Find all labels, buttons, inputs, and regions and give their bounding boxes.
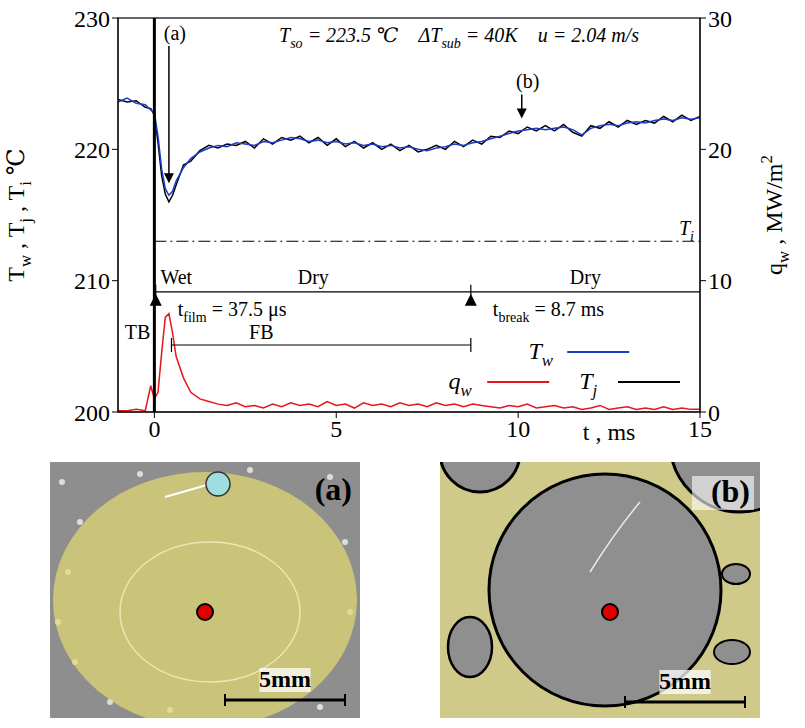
svg-text:(b): (b) [516,70,539,93]
svg-text:230: 230 [74,6,110,32]
svg-text:Tw: Tw [528,338,553,370]
svg-text:30: 30 [708,6,732,32]
svg-text:Ti: Ti [679,217,694,244]
svg-text:qw: qw [448,368,472,400]
svg-text:t , ms: t , ms [583,419,636,445]
svg-text:Tw , Tj , Ti ℃: Tw , Tj , Ti ℃ [3,148,35,281]
svg-text:5mm: 5mm [659,668,711,694]
svg-text:FB: FB [249,321,273,343]
svg-text:10: 10 [708,268,732,294]
svg-text:Tj: Tj [579,368,597,400]
svg-text:Dry: Dry [298,266,329,289]
svg-text:5: 5 [330,416,342,442]
svg-text:Wet: Wet [160,266,192,288]
svg-text:0: 0 [148,416,160,442]
svg-text:20: 20 [708,137,732,163]
svg-text:10: 10 [506,416,530,442]
svg-text:15: 15 [688,416,712,442]
svg-text:0: 0 [708,400,720,426]
svg-text:qw , MW/m2: qw , MW/m2 [757,155,793,275]
svg-text:Dry: Dry [570,266,601,289]
svg-text:5mm: 5mm [259,666,311,692]
svg-text:TB: TB [125,321,151,343]
svg-text:(a): (a) [315,471,352,507]
svg-text:tfilm = 37.5 μs: tfilm = 37.5 μs [178,298,287,325]
svg-text:210: 210 [74,268,110,294]
svg-text:(a): (a) [164,22,186,45]
svg-text:(b): (b) [711,473,750,509]
svg-text:220: 220 [74,137,110,163]
svg-text:200: 200 [74,400,110,426]
svg-text:Tso = 223.5 ℃ ΔTsub = 40K: Tso = 223.5 ℃ ΔTsub = 40K u = 2.04 m/s [279,24,639,51]
svg-text:tbreak = 8.7 ms: tbreak = 8.7 ms [493,298,604,325]
